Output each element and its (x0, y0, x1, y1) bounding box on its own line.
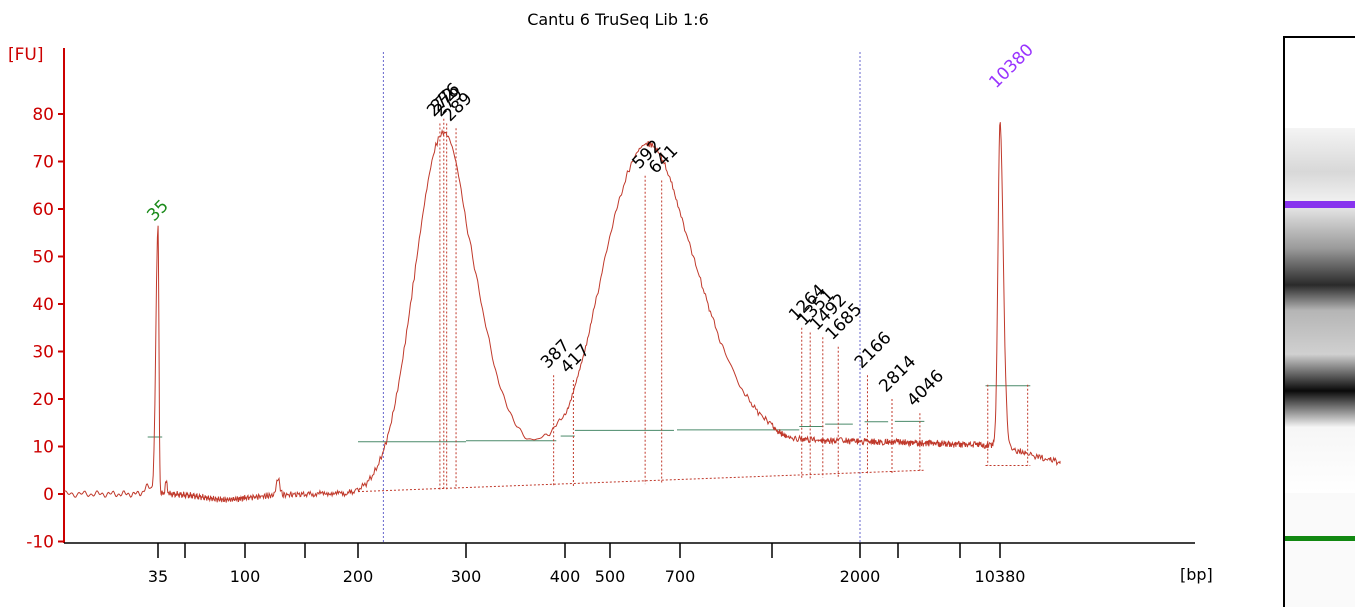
x-tick-label-700: 700 (665, 567, 696, 586)
gel-lane-fill (1285, 128, 1355, 493)
y-tick-label-20: 20 (32, 390, 54, 410)
chart-title: Cantu 6 TruSeq Lib 1:6 (527, 10, 709, 29)
x-tick-label-500: 500 (595, 567, 626, 586)
y-tick-label-0: 0 (43, 485, 54, 505)
gel-image (1283, 36, 1355, 607)
y-tick-label-10: 10 (32, 438, 54, 458)
gel-marker-band-upper (1285, 201, 1355, 208)
fluorescence-trace (63, 122, 1061, 503)
x-tick-label-100: 100 (230, 567, 261, 586)
peak-drop-lines (439, 118, 1029, 490)
peak-label: 2166 (851, 328, 896, 373)
region-lines (382, 52, 861, 543)
x-tick-label-35: 35 (148, 567, 168, 586)
integration-floor (357, 469, 925, 493)
y-tick-label-70: 70 (32, 153, 54, 173)
integration-baselines (147, 385, 1031, 493)
y-tick-label-80: 80 (32, 105, 54, 125)
y-tick-label-30: 30 (32, 343, 54, 363)
x-axis: 35 100 200 300 400 500 700 2000 10380 (64, 542, 1195, 586)
y-axis-label: [FU] (8, 45, 44, 65)
x-axis-label: [bp] (1180, 565, 1213, 584)
x-tick-label-10380: 10380 (975, 567, 1026, 586)
marker-label: 35 (143, 196, 172, 225)
peak-labels: 2722762792893874175926411264135114921685… (143, 40, 1037, 411)
x-tick-label-300: 300 (451, 567, 482, 586)
electropherogram-plot: Cantu 6 TruSeq Lib 1:6 -10 0 10 20 30 40 50 60 7… (8, 10, 1213, 586)
x-tick-label-200: 200 (343, 567, 374, 586)
marker-label: 10380 (985, 40, 1037, 92)
gel-marker-band-lower (1285, 536, 1355, 541)
x-tick-label-400: 400 (550, 567, 581, 586)
y-axis: -10 0 10 20 30 40 50 60 70 80 (26, 48, 65, 553)
x-tick-label-2000: 2000 (840, 567, 881, 586)
y-tick-label-40: 40 (32, 295, 54, 315)
gel-lane-bottom (1285, 493, 1355, 607)
y-tick-label-60: 60 (32, 200, 54, 220)
y-tick-label--10: -10 (26, 533, 54, 553)
y-tick-label-50: 50 (32, 248, 54, 268)
gel-lane (1285, 128, 1355, 607)
